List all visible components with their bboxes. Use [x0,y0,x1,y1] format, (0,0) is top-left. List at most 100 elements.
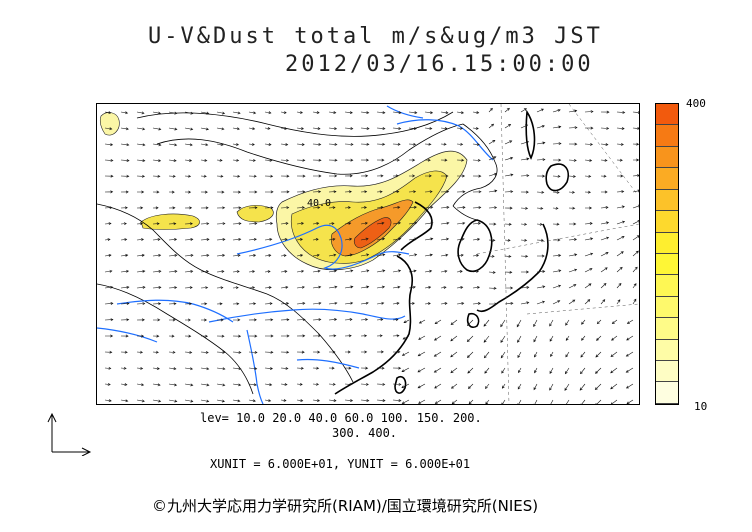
colorbar-max-label: 400 [686,97,706,110]
wind-arrow [472,286,481,289]
wind-arrow [536,174,546,178]
wind-arrow [360,399,370,402]
wind-arrow [136,111,145,115]
wind-arrow [296,334,306,338]
wind-arrow [328,142,338,146]
wind-arrow [168,269,178,273]
wind-arrow [232,318,241,322]
wind-arrow [472,302,481,305]
wind-arrow [632,283,637,289]
wind-arrow [568,299,576,305]
wind-arrow [633,158,639,162]
wind-arrow [280,318,290,322]
wind-arrow [168,334,175,338]
wind-arrow [264,158,273,162]
wind-arrow [120,318,130,322]
wind-arrow [433,335,442,341]
wind-arrow [200,174,207,178]
wind-arrow [248,127,256,131]
wind-arrow [392,366,402,370]
wind-arrow [408,158,416,162]
wind-arrow [104,206,113,210]
wind-arrow [424,253,433,257]
wind-arrow [595,351,602,358]
wind-arrow [468,399,474,404]
wind-arrow [517,399,522,404]
wind-arrow [424,302,431,306]
wind-arrow [488,189,498,193]
wind-arrow [376,127,386,130]
wind-arrow [564,383,570,391]
wind-arrow [466,319,474,326]
wind-arrow [344,127,354,130]
wind-arrow [104,174,114,178]
wind-arrow [312,111,320,114]
wind-arrow [264,302,273,306]
wind-arrow [120,190,129,194]
wind-arrow [456,286,464,289]
wind-arrow [536,158,546,162]
wind-arrow [584,299,591,305]
wind-arrow [296,318,306,322]
wind-arrow [136,383,145,387]
wind-arrow [104,158,114,162]
wind-arrow [136,222,144,226]
wind-arrow [360,334,368,338]
river-brahmaputra [116,299,234,323]
wind-arrow [248,302,257,306]
wind-arrow [264,111,272,115]
wind-arrow [568,253,578,257]
wind-arrow [600,221,610,225]
wind-arrow [152,238,161,241]
wind-arrow [200,399,210,403]
wind-arrow [424,205,434,209]
wind-arrow [521,270,530,274]
wind-arrow [345,350,351,354]
wind-arrow [344,222,352,225]
wind-arrow [472,270,480,273]
wind-arrow [152,302,162,306]
wind-arrow [168,383,178,387]
wind-arrow [536,206,544,210]
wind-arrow [312,366,320,370]
wind-arrow [104,302,114,305]
wind-arrow [328,158,338,162]
wind-arrow [617,174,624,178]
wind-arrow [424,285,432,289]
wind-arrow [504,173,514,177]
coastlines [334,109,569,395]
wind-arrow [104,111,112,115]
wind-arrow [501,383,506,389]
wind-arrow [152,334,160,338]
wind-arrow [248,286,256,290]
wind-arrow [456,302,465,305]
wind-arrow [401,367,410,372]
wind-arrow [104,285,114,289]
wind-arrow [328,111,337,114]
wind-arrow [136,285,146,289]
wind-arrow [312,238,319,241]
wind-arrow [600,236,610,241]
wind-arrow [517,383,522,390]
coastline-japan-hokkaido [545,163,569,192]
wind-arrow [216,111,226,115]
wind-arrow [433,351,442,357]
wind-arrow [595,367,602,374]
wind-arrow [472,126,479,130]
wind-arrow [611,335,618,341]
wind-arrow [504,190,514,194]
wind-arrow [552,222,560,226]
wind-arrow [328,174,338,178]
coastline-china-east [334,255,413,395]
wind-arrow [249,190,258,194]
wind-arrow [376,190,383,194]
wind-arrow [424,158,431,162]
wind-arrow [632,266,638,273]
wind-arrow [584,222,593,225]
wind-arrow [601,190,608,194]
wind-arrow [328,206,336,210]
wind-arrow [600,267,608,273]
wind-arrow [264,383,273,387]
wind-arrow [280,174,290,178]
wind-arrow [579,383,586,391]
